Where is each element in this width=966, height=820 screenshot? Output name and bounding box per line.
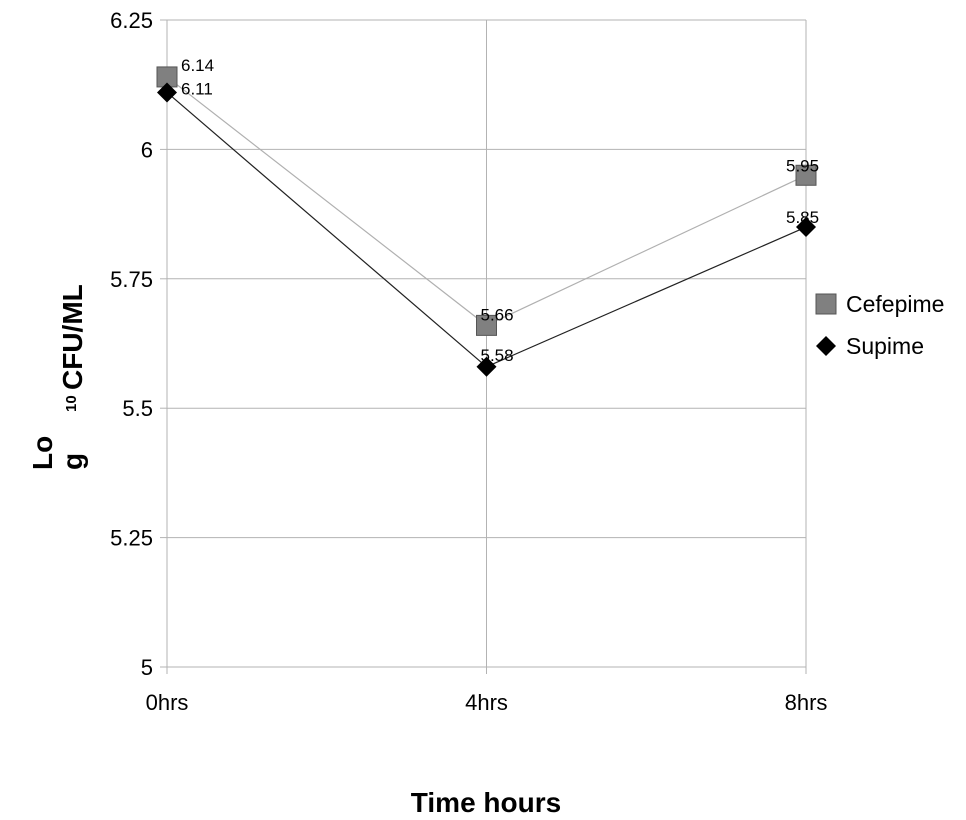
data-point-supime <box>476 356 497 377</box>
y-axis-title: Lo g 10 CFU/ML <box>27 284 88 470</box>
data-label-cefepime: 5.66 <box>481 305 514 324</box>
y-axis-title-main: CFU/ML <box>57 284 88 390</box>
data-label-supime: 6.11 <box>181 79 213 98</box>
x-tick-label: 0hrs <box>146 690 189 715</box>
data-labels: 6.14 5.66 5.95 6.11 5.58 5.85 <box>181 56 819 365</box>
legend-marker-cefepime <box>815 293 837 315</box>
y-axis-title-prefix: Lo <box>27 436 58 470</box>
y-axis-title-subscript: 10 <box>63 395 80 412</box>
y-tick-label: 5.75 <box>110 267 153 292</box>
y-tick-label: 6 <box>141 137 153 162</box>
y-tick-labels: 5 5.25 5.5 5.75 6 6.25 <box>110 8 153 680</box>
data-label-supime: 5.85 <box>786 208 819 227</box>
x-tick-labels: 0hrs 4hrs 8hrs <box>146 690 828 715</box>
data-point-cefepime <box>476 314 497 336</box>
axes <box>160 19 807 674</box>
legend-label-supime: Supime <box>846 333 924 359</box>
legend-marker-supime <box>816 336 836 356</box>
x-axis-title: Time hours <box>411 787 561 818</box>
y-axis-title-prefix-2: g <box>57 453 88 470</box>
data-label-cefepime: 6.14 <box>181 56 214 75</box>
data-label-cefepime: 5.95 <box>786 156 819 175</box>
data-point-supime <box>796 217 816 238</box>
data-point-cefepime <box>795 164 817 186</box>
y-tick-label: 5.25 <box>110 526 153 551</box>
gridlines <box>167 19 807 667</box>
legend: Cefepime Supime <box>815 291 944 359</box>
data-label-supime: 5.58 <box>481 346 514 365</box>
y-tick-label: 5 <box>141 655 153 680</box>
x-tick-label: 8hrs <box>785 690 828 715</box>
legend-label-cefepime: Cefepime <box>846 291 944 317</box>
series-markers <box>156 66 817 377</box>
x-tick-label: 4hrs <box>465 690 508 715</box>
y-tick-label: 6.25 <box>110 8 153 33</box>
y-tick-label: 5.5 <box>122 396 153 421</box>
data-point-supime <box>157 82 177 103</box>
